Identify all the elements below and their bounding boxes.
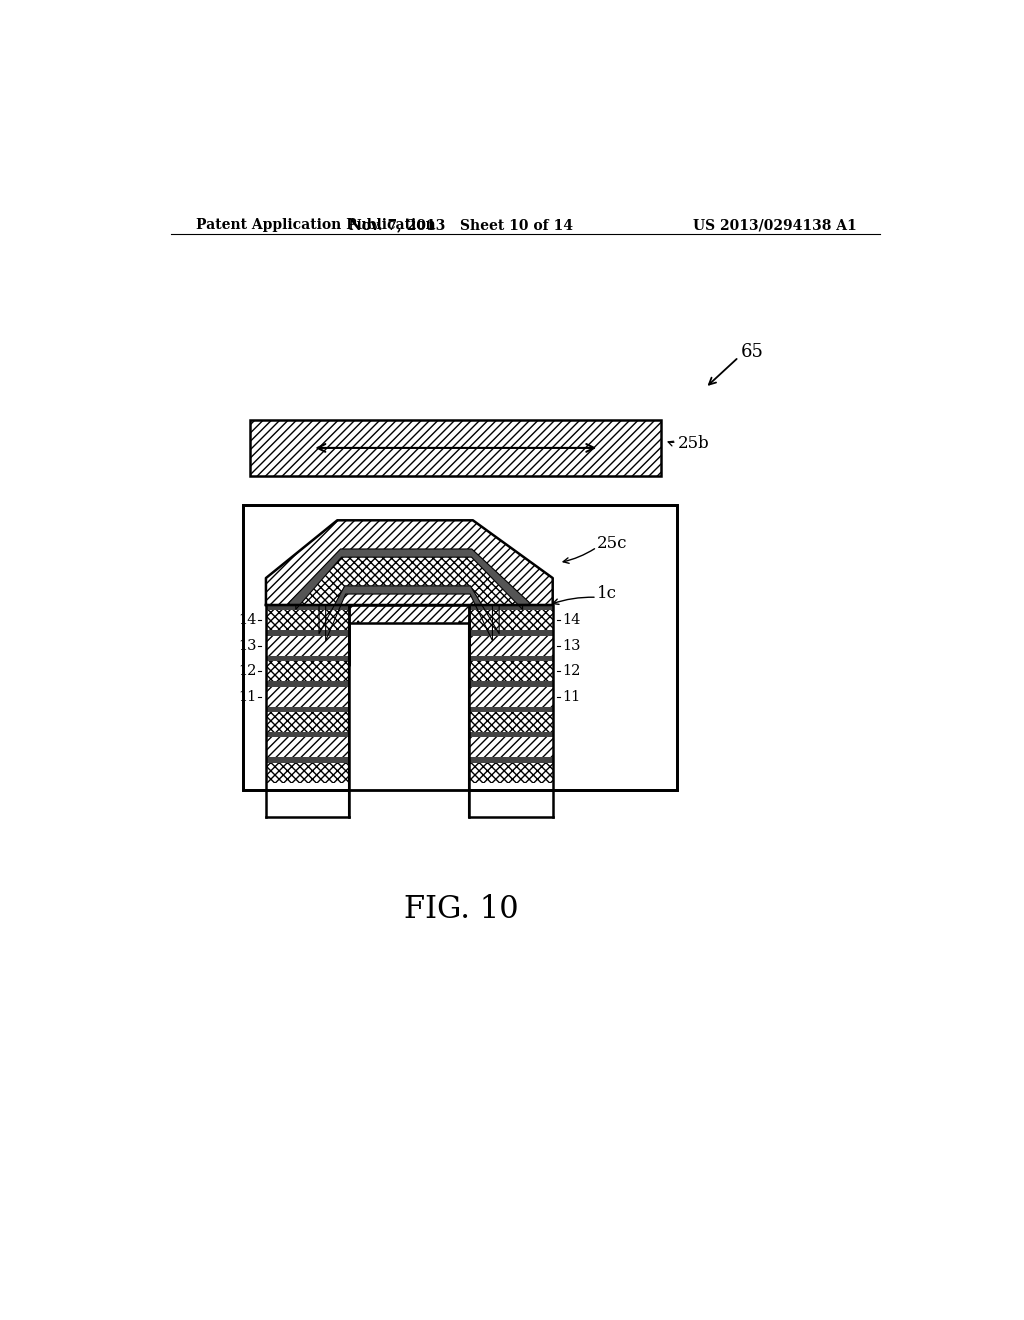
- Bar: [266, 610, 349, 631]
- Bar: [266, 706, 349, 711]
- Bar: [266, 661, 349, 681]
- Polygon shape: [326, 594, 493, 665]
- Bar: [469, 610, 553, 631]
- Bar: [469, 711, 553, 733]
- Text: 65: 65: [740, 343, 763, 362]
- Text: 12: 12: [562, 664, 581, 678]
- Text: 25c: 25c: [597, 535, 628, 552]
- Text: 1c: 1c: [597, 585, 616, 602]
- Text: 14: 14: [562, 614, 581, 627]
- Polygon shape: [296, 557, 522, 634]
- Text: 13: 13: [562, 639, 581, 653]
- Bar: [469, 733, 553, 738]
- Bar: [266, 686, 349, 706]
- Bar: [469, 706, 553, 711]
- Bar: [266, 631, 349, 636]
- Bar: [469, 605, 553, 610]
- Bar: [243, 506, 677, 789]
- Bar: [469, 656, 553, 661]
- Bar: [469, 631, 553, 636]
- Text: 14: 14: [239, 614, 257, 627]
- Text: Patent Application Publication: Patent Application Publication: [197, 218, 436, 232]
- Bar: [266, 681, 349, 686]
- Bar: [469, 661, 553, 681]
- Bar: [251, 420, 662, 475]
- Text: Nov. 7, 2013   Sheet 10 of 14: Nov. 7, 2013 Sheet 10 of 14: [349, 218, 573, 232]
- Bar: [469, 636, 553, 656]
- Bar: [469, 763, 553, 783]
- Polygon shape: [266, 520, 553, 605]
- Bar: [266, 636, 349, 656]
- Bar: [266, 758, 349, 763]
- Text: 11: 11: [239, 689, 257, 704]
- Bar: [266, 763, 349, 783]
- Bar: [266, 711, 349, 733]
- Bar: [469, 681, 553, 686]
- Bar: [349, 623, 469, 817]
- Bar: [243, 506, 677, 789]
- Polygon shape: [289, 549, 529, 610]
- Polygon shape: [319, 586, 499, 640]
- Text: US 2013/0294138 A1: US 2013/0294138 A1: [693, 218, 856, 232]
- Bar: [266, 733, 349, 738]
- Bar: [266, 738, 349, 758]
- Bar: [469, 758, 553, 763]
- Text: 25b: 25b: [678, 434, 710, 451]
- Text: 12: 12: [239, 664, 257, 678]
- Bar: [469, 738, 553, 758]
- Text: FIG. 10: FIG. 10: [403, 894, 518, 924]
- Text: 13: 13: [239, 639, 257, 653]
- Bar: [266, 656, 349, 661]
- Text: 11: 11: [562, 689, 581, 704]
- Bar: [266, 605, 349, 610]
- Bar: [469, 686, 553, 706]
